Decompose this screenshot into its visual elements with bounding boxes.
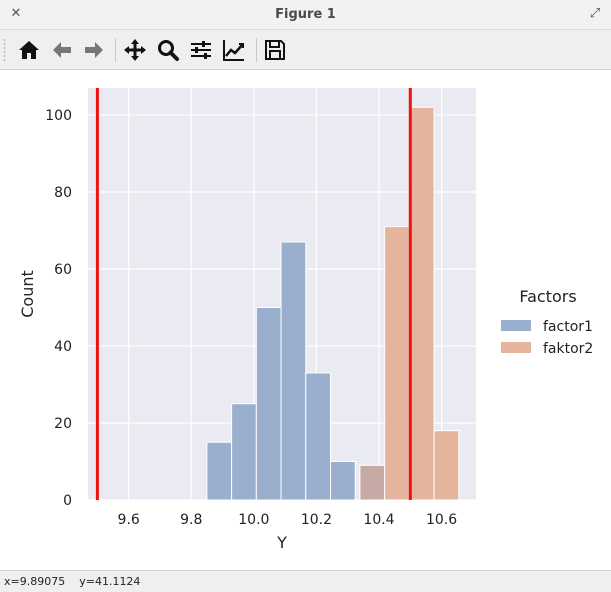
window-titlebar: ✕ Figure 1 ⤢ [0, 0, 611, 30]
legend-title: Factors [519, 287, 576, 306]
y-tick-label: 20 [54, 416, 72, 432]
legend: Factors factor1 faktor2 [501, 287, 593, 357]
y-tick-label: 40 [54, 339, 72, 355]
bar-faktor2-1 [384, 226, 410, 501]
forward-arrow-icon [85, 42, 103, 58]
tick-labels: 9.6 9.8 10.0 10.2 10.4 10.6 0 20 40 60 80 100 [45, 108, 457, 528]
bar-factor1-3 [280, 241, 307, 501]
pan-button[interactable] [121, 36, 149, 64]
x-tick-label: 10.2 [301, 512, 332, 528]
histogram-chart: 9.6 9.8 10.0 10.2 10.4 10.6 0 20 40 60 80 100 Y Cou… [18, 88, 593, 552]
home-icon [19, 41, 39, 59]
close-icon[interactable]: ✕ [10, 6, 22, 21]
bar-factor1-0 [206, 441, 233, 501]
y-axis-label: Count [18, 270, 37, 318]
toolbar-grip[interactable] [3, 38, 6, 62]
x-tick-label: 9.6 [118, 512, 140, 528]
figure-canvas[interactable]: 9.6 9.8 10.0 10.2 10.4 10.6 0 20 40 60 80 100 Y Cou… [0, 70, 611, 570]
forward-button[interactable] [80, 36, 108, 64]
legend-entry-faktor2: faktor2 [543, 341, 593, 357]
toolbar [0, 30, 611, 70]
bar-faktor2-0 [359, 464, 386, 501]
bar-factor1-5 [330, 460, 356, 501]
legend-swatch-factor1 [501, 320, 531, 331]
x-tick-label: 9.8 [180, 512, 202, 528]
x-tick-label: 10.6 [426, 512, 457, 528]
bar-faktor2-2 [408, 106, 435, 501]
bar-factor1-4 [305, 372, 331, 501]
y-tick-label: 100 [45, 108, 72, 124]
window-title: Figure 1 [275, 7, 336, 22]
subplots-button[interactable] [187, 36, 215, 64]
pan-move-icon [124, 39, 146, 61]
cursor-x-readout: x=9.89075 [4, 575, 66, 588]
y-tick-label: 0 [63, 493, 72, 509]
histogram-bars [206, 106, 460, 501]
vertical-lines [95, 88, 412, 500]
status-bar: x=9.89075 y=41.1124 [0, 570, 611, 592]
cursor-y-readout: y=41.1124 [79, 575, 141, 588]
edit-axis-button[interactable] [220, 36, 248, 64]
legend-swatch-faktor2 [501, 342, 531, 353]
axes-line-chart-icon [223, 40, 244, 61]
bar-factor1-1 [231, 403, 257, 501]
back-arrow-icon [53, 42, 71, 58]
toolbar-separator [115, 38, 116, 62]
maximize-icon[interactable]: ⤢ [589, 6, 601, 21]
save-floppy-icon [265, 40, 285, 60]
x-tick-label: 10.4 [363, 512, 394, 528]
y-tick-label: 60 [54, 262, 72, 278]
legend-entry-factor1: factor1 [543, 319, 593, 335]
zoom-button[interactable] [154, 36, 182, 64]
bar-factor1-2 [255, 306, 282, 501]
subplots-sliders-icon [191, 41, 211, 59]
back-button[interactable] [48, 36, 76, 64]
home-button[interactable] [15, 36, 43, 64]
save-button[interactable] [261, 36, 289, 64]
y-tick-label: 80 [54, 185, 72, 201]
bar-faktor2-3 [433, 430, 460, 501]
zoom-magnifier-icon [158, 40, 179, 61]
x-tick-label: 10.0 [238, 512, 269, 528]
x-axis-label: Y [276, 533, 287, 552]
toolbar-separator [256, 38, 257, 62]
